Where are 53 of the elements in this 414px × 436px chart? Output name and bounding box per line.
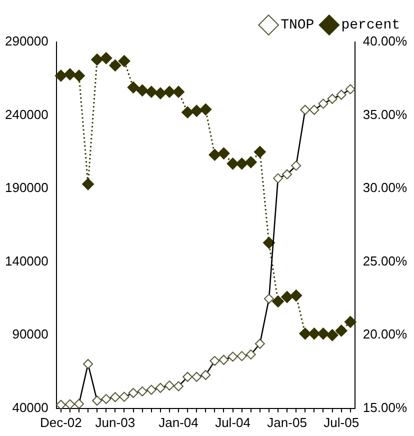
x-tick-label: Jun-03 — [95, 414, 136, 430]
point — [326, 329, 338, 342]
point — [82, 178, 94, 190]
y2-tick-label: 20.00% — [362, 326, 408, 342]
x-tick-label: Dec-02 — [40, 414, 82, 430]
y2-tick-label: 25.00% — [362, 253, 408, 268]
point — [145, 86, 158, 98]
point — [118, 55, 130, 68]
point — [236, 158, 248, 170]
y-tick-label: 90000 — [12, 326, 48, 342]
legend-label: percent — [341, 18, 400, 34]
x-tick-label: Jul-04 — [215, 414, 250, 430]
point — [91, 54, 104, 66]
point — [200, 103, 212, 116]
y-tick-label: 290000 — [4, 34, 48, 49]
x-tick-label: Jul-05 — [324, 414, 360, 430]
y2-tick-label: 40.00% — [362, 34, 408, 49]
point — [254, 146, 266, 158]
legend-label: TNOP — [280, 18, 314, 34]
y2-tick-label: 30.00% — [362, 180, 408, 196]
point — [182, 106, 194, 118]
point — [172, 86, 185, 98]
point — [299, 328, 312, 340]
point — [136, 84, 148, 96]
point — [190, 104, 203, 117]
point — [290, 290, 302, 302]
point — [109, 59, 122, 72]
point — [281, 291, 294, 304]
point — [72, 70, 85, 82]
point — [154, 87, 166, 100]
y-tick-label: 190000 — [4, 180, 48, 196]
point — [272, 295, 284, 308]
y-tick-label: 240000 — [4, 106, 48, 122]
x-tick-label: Jan-05 — [267, 414, 307, 430]
point — [262, 236, 275, 249]
point — [226, 158, 239, 170]
y2-tick-label: 15.00% — [362, 400, 408, 415]
point — [317, 328, 330, 340]
point — [54, 70, 67, 82]
point — [244, 156, 257, 168]
point — [218, 147, 230, 160]
point — [64, 68, 76, 80]
point — [308, 328, 320, 340]
y-tick-label: 140000 — [4, 253, 48, 268]
y-tick-label: 40000 — [12, 400, 48, 415]
point — [100, 52, 112, 64]
point — [344, 316, 356, 328]
point — [335, 324, 348, 337]
point — [163, 86, 176, 98]
y2-tick-label: 35.00% — [362, 106, 408, 122]
point — [208, 148, 221, 161]
point — [127, 81, 140, 94]
x-tick-label: Jan-04 — [158, 414, 198, 430]
